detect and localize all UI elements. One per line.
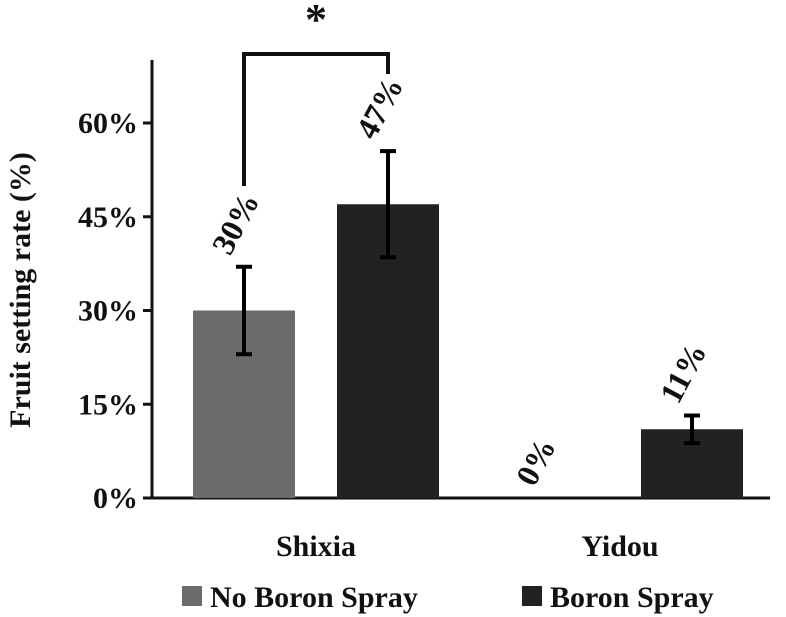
data-label: 30% <box>204 187 266 260</box>
significance-bracket <box>242 52 390 186</box>
y-axis-title: Fruit setting rate (%) <box>4 152 37 428</box>
annotations: * <box>242 0 390 186</box>
error-bar <box>380 149 396 260</box>
data-label: 11% <box>652 337 713 409</box>
legend-item: Boron Spray <box>522 581 714 614</box>
legend-swatch <box>182 586 202 606</box>
legend-label: Boron Spray <box>550 581 714 614</box>
legend-swatch <box>522 586 542 606</box>
data-label: 0% <box>508 432 562 491</box>
y-tick-label: 0% <box>93 482 138 515</box>
error-bar <box>236 264 252 357</box>
y-tick-label: 60% <box>78 107 138 140</box>
legend: No Boron Spray Boron Spray <box>182 581 714 614</box>
legend-item: No Boron Spray <box>182 581 418 614</box>
x-category-label: Yidou <box>581 530 658 563</box>
data-label: 47% <box>348 71 410 144</box>
y-tick-label: 45% <box>78 201 138 234</box>
bars <box>193 149 743 498</box>
significance-star: * <box>305 0 327 44</box>
x-category-label: Shixia <box>276 530 356 563</box>
axes: 0% 15% 30% 45% 60% Fruit setting rate (%) Shix… <box>4 60 770 563</box>
legend-label: No Boron Spray <box>210 581 418 614</box>
y-tick-label: 15% <box>78 388 138 421</box>
error-bar <box>684 413 700 445</box>
y-tick-label: 30% <box>78 295 138 328</box>
